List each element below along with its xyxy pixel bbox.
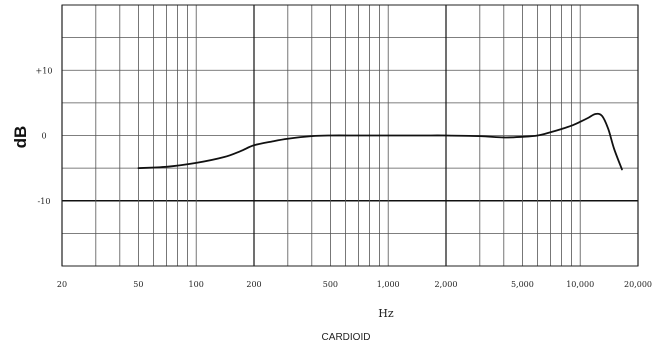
x-tick-label: 2,000 (435, 280, 458, 289)
response-curve-line (137, 112, 623, 171)
x-tick-label: 10,000 (566, 280, 594, 289)
x-tick-label: 5,000 (511, 280, 534, 289)
x-tick-label: 500 (323, 280, 338, 289)
x-tick-label: 200 (246, 280, 261, 289)
x-tick-label: 20,000 (624, 280, 652, 289)
x-tick-label: 1,000 (377, 280, 400, 289)
chart-caption: CARDIOID (322, 332, 371, 343)
series-layer (137, 112, 623, 171)
x-tick-label: 100 (189, 280, 204, 289)
tick-labels: 20 50 100 200 500 1,000 2,000 5,000 10,000 20,000… (36, 66, 652, 289)
y-axis-label: dB (11, 126, 30, 149)
y-tick-label: -10 (38, 197, 51, 206)
x-axis-label: Hz (378, 307, 394, 320)
y-tick-label: 0 (41, 132, 46, 141)
x-tick-label: 50 (133, 280, 143, 289)
y-tick-label: +10 (36, 66, 53, 75)
x-tick-label: 20 (57, 280, 67, 289)
plot-frame (61, 4, 639, 267)
